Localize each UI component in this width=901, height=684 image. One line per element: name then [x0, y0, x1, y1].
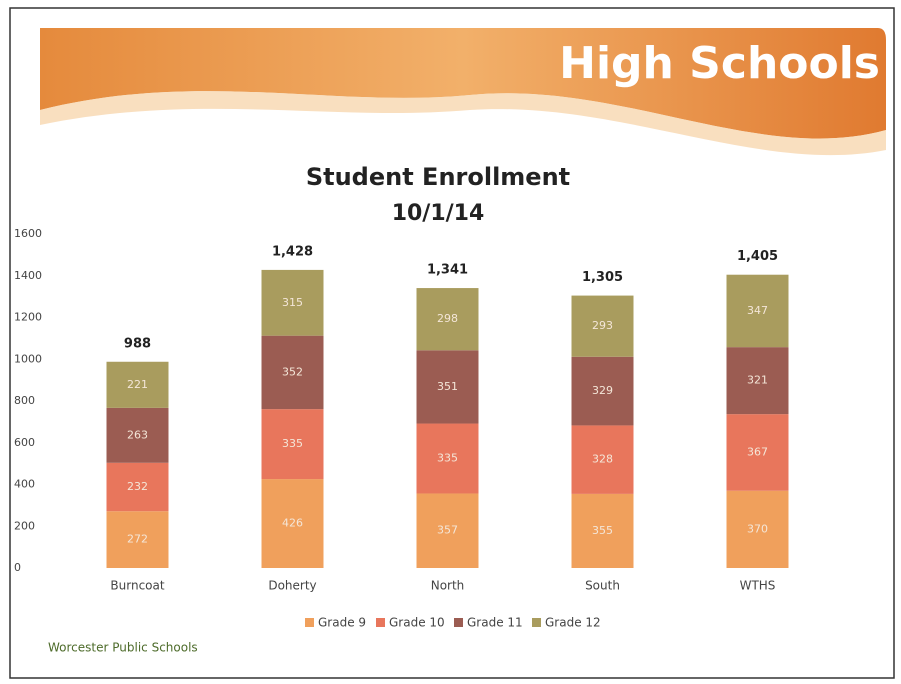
segment-label: 355: [592, 524, 613, 537]
segment-label: 370: [747, 522, 768, 535]
segment-label: 221: [127, 378, 148, 391]
total-label: 1,428: [272, 244, 313, 259]
segment-label: 272: [127, 533, 148, 546]
y-tick-label: 1400: [14, 269, 42, 282]
page: High Schools Student Enrollment 10/1/14 …: [0, 0, 901, 684]
x-tick-label: South: [585, 579, 620, 593]
y-tick-label: 0: [14, 561, 21, 574]
y-tick-label: 400: [14, 478, 35, 491]
total-label: 988: [124, 336, 151, 351]
x-tick-label: WTHS: [740, 579, 776, 593]
segment-label: 351: [437, 380, 458, 393]
segment-label: 315: [282, 296, 303, 309]
slide: High Schools Student Enrollment 10/1/14 …: [0, 0, 901, 684]
x-tick-label: Burncoat: [110, 579, 164, 593]
segment-label: 321: [747, 374, 768, 387]
segment-label: 335: [437, 452, 458, 465]
x-tick-label: Doherty: [268, 579, 316, 593]
segment-label: 293: [592, 319, 613, 332]
legend-swatch: [305, 618, 314, 627]
segment-label: 263: [127, 428, 148, 441]
chart-subtitle: 10/1/14: [392, 201, 485, 226]
segment-label: 298: [437, 312, 458, 325]
total-label: 1,305: [582, 270, 623, 285]
segment-label: 347: [747, 304, 768, 317]
legend-swatch: [454, 618, 463, 627]
x-tick-label: North: [431, 579, 465, 593]
segment-label: 367: [747, 445, 768, 458]
legend-swatch: [532, 618, 541, 627]
legend-label: Grade 12: [545, 616, 601, 630]
y-tick-label: 800: [14, 394, 35, 407]
legend-label: Grade 10: [389, 616, 445, 630]
total-label: 1,405: [737, 249, 778, 264]
segment-label: 329: [592, 384, 613, 397]
y-tick-label: 1600: [14, 227, 42, 240]
y-tick-label: 1200: [14, 311, 42, 324]
segment-label: 328: [592, 453, 613, 466]
footer-text: Worcester Public Schools: [48, 641, 198, 655]
y-tick-label: 600: [14, 436, 35, 449]
y-tick-label: 1000: [14, 352, 42, 365]
segment-label: 426: [282, 517, 303, 530]
total-label: 1,341: [427, 263, 468, 278]
y-tick-label: 200: [14, 519, 35, 532]
segment-label: 357: [437, 524, 458, 537]
legend-label: Grade 9: [318, 616, 366, 630]
banner-title: High Schools: [559, 38, 880, 89]
segment-label: 352: [282, 365, 303, 378]
segment-label: 335: [282, 437, 303, 450]
legend-label: Grade 11: [467, 616, 523, 630]
legend-swatch: [376, 618, 385, 627]
chart-title: Student Enrollment: [306, 163, 570, 191]
segment-label: 232: [127, 480, 148, 493]
